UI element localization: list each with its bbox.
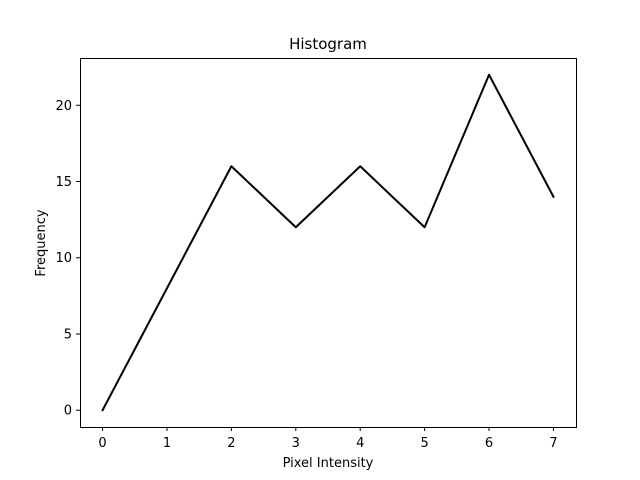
series-line: [101, 73, 555, 412]
x-tick-label: 0: [98, 436, 106, 451]
x-axis-ticks: 0 1 2 3 4 5 6 7: [98, 427, 558, 451]
y-tick-label: 10: [55, 251, 72, 266]
y-tick-label: 5: [64, 327, 72, 342]
y-tick-label: 0: [64, 404, 72, 419]
x-tick-label: 1: [163, 436, 171, 451]
x-axis-label: Pixel Intensity: [283, 456, 374, 471]
x-tick-label: 4: [356, 436, 364, 451]
y-tick-label: 15: [55, 175, 72, 190]
x-tick-label: 6: [485, 436, 493, 451]
x-tick-label: 7: [549, 436, 557, 451]
x-tick-label: 3: [292, 436, 300, 451]
plot-frame: [80, 58, 577, 428]
y-tick-label: 20: [55, 99, 72, 114]
chart-title: Histogram: [289, 35, 367, 53]
x-tick-label: 2: [227, 436, 235, 451]
x-tick-label: 5: [420, 436, 428, 451]
series-layer: [101, 73, 555, 412]
y-axis-label: Frequency: [34, 209, 49, 276]
y-axis-ticks: 0 5 10 15 20: [55, 99, 80, 419]
